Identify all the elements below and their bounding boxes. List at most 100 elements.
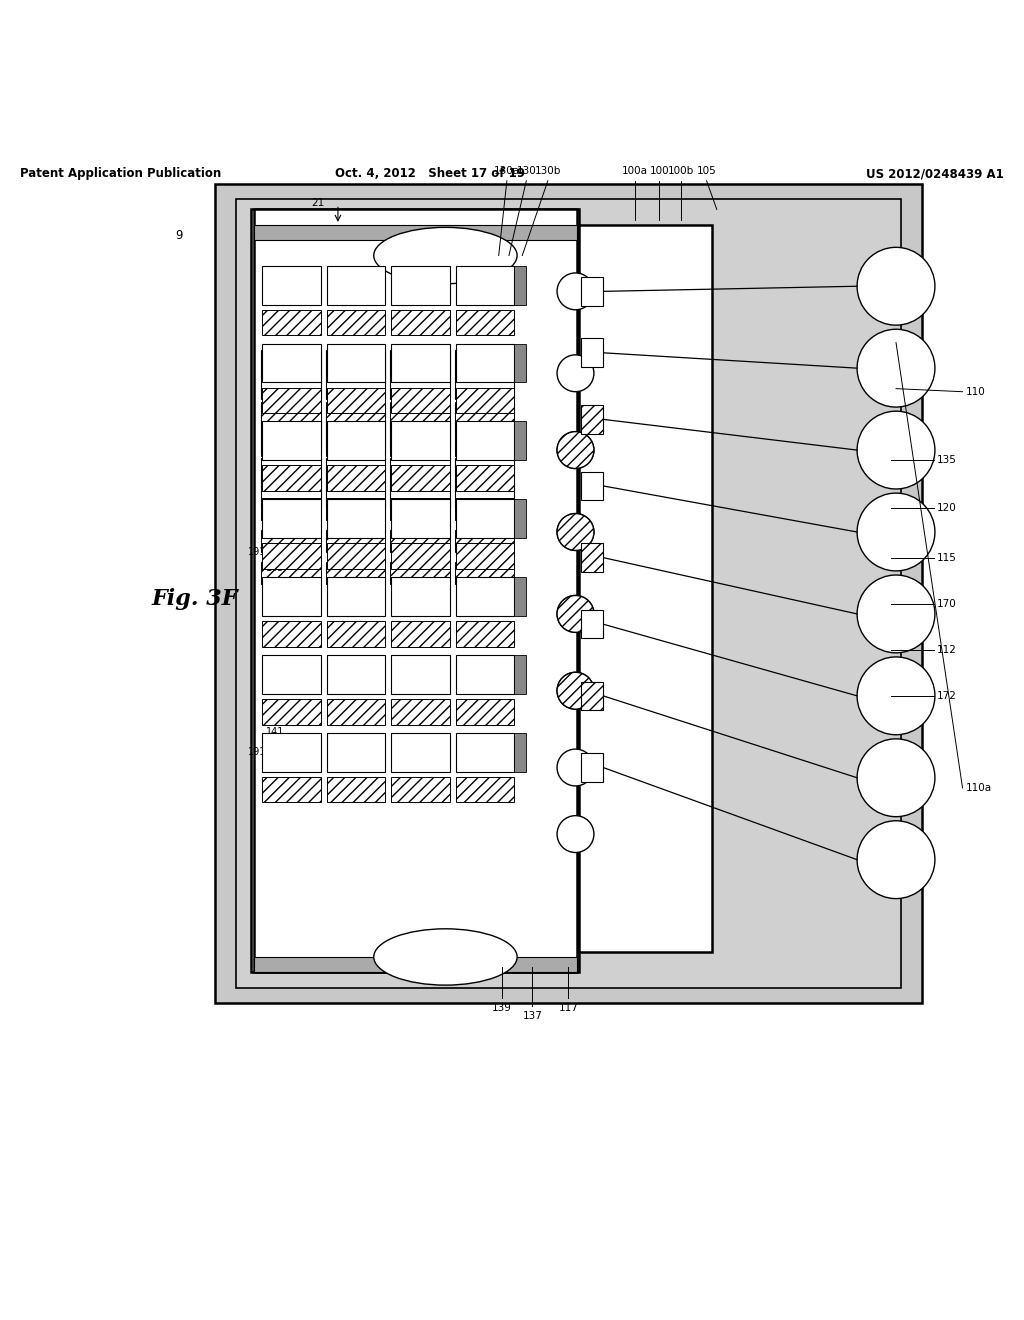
- Bar: [251, 210, 579, 973]
- Text: 145: 145: [266, 763, 285, 772]
- Ellipse shape: [557, 432, 594, 469]
- Bar: [456, 655, 514, 694]
- Bar: [391, 622, 450, 647]
- Bar: [391, 544, 450, 569]
- Bar: [391, 421, 450, 461]
- Bar: [581, 754, 603, 781]
- Bar: [456, 544, 514, 569]
- Bar: [262, 310, 321, 335]
- Bar: [326, 531, 385, 552]
- Bar: [390, 350, 450, 399]
- Text: 21: 21: [311, 198, 324, 209]
- Bar: [390, 458, 450, 507]
- Bar: [327, 622, 385, 647]
- Text: 139: 139: [492, 1003, 512, 1014]
- Bar: [455, 531, 514, 552]
- Bar: [391, 655, 450, 694]
- Text: 145: 145: [266, 562, 285, 573]
- Text: 135: 135: [937, 455, 956, 466]
- Bar: [581, 681, 603, 710]
- Bar: [456, 499, 514, 539]
- Bar: [579, 224, 712, 952]
- Bar: [390, 403, 450, 425]
- Text: 110a: 110a: [966, 783, 992, 793]
- Text: 160: 160: [262, 660, 282, 671]
- Text: 191: 191: [248, 747, 266, 758]
- Bar: [581, 471, 603, 500]
- Bar: [326, 466, 385, 488]
- Bar: [262, 421, 321, 461]
- Bar: [261, 562, 321, 585]
- Bar: [262, 655, 321, 694]
- Bar: [455, 350, 514, 399]
- Bar: [514, 577, 526, 616]
- Text: 147: 147: [266, 578, 285, 589]
- Circle shape: [857, 657, 935, 735]
- Bar: [456, 421, 514, 461]
- Bar: [456, 776, 514, 803]
- Bar: [327, 544, 385, 569]
- Text: 137: 137: [522, 1011, 543, 1022]
- Bar: [456, 698, 514, 725]
- Text: 100a: 100a: [622, 165, 648, 176]
- Text: 112: 112: [937, 644, 956, 655]
- Bar: [327, 310, 385, 335]
- Circle shape: [557, 513, 594, 550]
- Bar: [327, 265, 385, 305]
- Ellipse shape: [557, 595, 594, 632]
- Bar: [456, 466, 514, 491]
- Bar: [581, 405, 603, 434]
- Circle shape: [557, 355, 594, 392]
- Bar: [390, 466, 450, 488]
- Bar: [327, 655, 385, 694]
- Text: 100: 100: [649, 165, 670, 176]
- Bar: [261, 498, 321, 520]
- Text: 172: 172: [937, 690, 956, 701]
- Bar: [327, 421, 385, 461]
- Bar: [254, 210, 577, 973]
- Text: 105: 105: [696, 165, 717, 176]
- Text: 130: 130: [516, 165, 537, 176]
- Bar: [514, 421, 526, 461]
- Bar: [327, 776, 385, 803]
- Bar: [326, 434, 385, 457]
- Bar: [456, 388, 514, 413]
- Text: 110: 110: [966, 387, 985, 397]
- Bar: [455, 403, 514, 425]
- Bar: [327, 577, 385, 616]
- Bar: [391, 733, 450, 772]
- Bar: [456, 265, 514, 305]
- Bar: [326, 404, 385, 453]
- Bar: [261, 466, 321, 488]
- Bar: [262, 343, 321, 383]
- Text: 130b: 130b: [535, 165, 561, 176]
- Text: Oct. 4, 2012   Sheet 17 of 19: Oct. 4, 2012 Sheet 17 of 19: [335, 168, 525, 180]
- Bar: [390, 562, 450, 585]
- Bar: [514, 265, 526, 305]
- Text: 150: 150: [262, 630, 282, 639]
- Bar: [456, 343, 514, 383]
- Bar: [390, 434, 450, 457]
- Circle shape: [557, 748, 594, 785]
- Text: 191: 191: [248, 548, 266, 557]
- Bar: [262, 466, 321, 491]
- Bar: [261, 434, 321, 457]
- Bar: [326, 498, 385, 520]
- Ellipse shape: [557, 672, 594, 709]
- Bar: [262, 499, 321, 539]
- Text: 147: 147: [266, 780, 285, 789]
- Bar: [391, 466, 450, 491]
- Bar: [262, 388, 321, 413]
- Circle shape: [857, 494, 935, 572]
- Circle shape: [857, 739, 935, 817]
- Bar: [391, 776, 450, 803]
- Text: Fig. 3F: Fig. 3F: [152, 587, 238, 610]
- Bar: [215, 183, 922, 1003]
- Bar: [456, 310, 514, 335]
- Bar: [262, 544, 321, 569]
- Bar: [455, 498, 514, 520]
- Bar: [326, 403, 385, 425]
- Bar: [581, 277, 603, 306]
- Bar: [236, 199, 901, 987]
- Text: Patent Application Publication: Patent Application Publication: [20, 168, 222, 180]
